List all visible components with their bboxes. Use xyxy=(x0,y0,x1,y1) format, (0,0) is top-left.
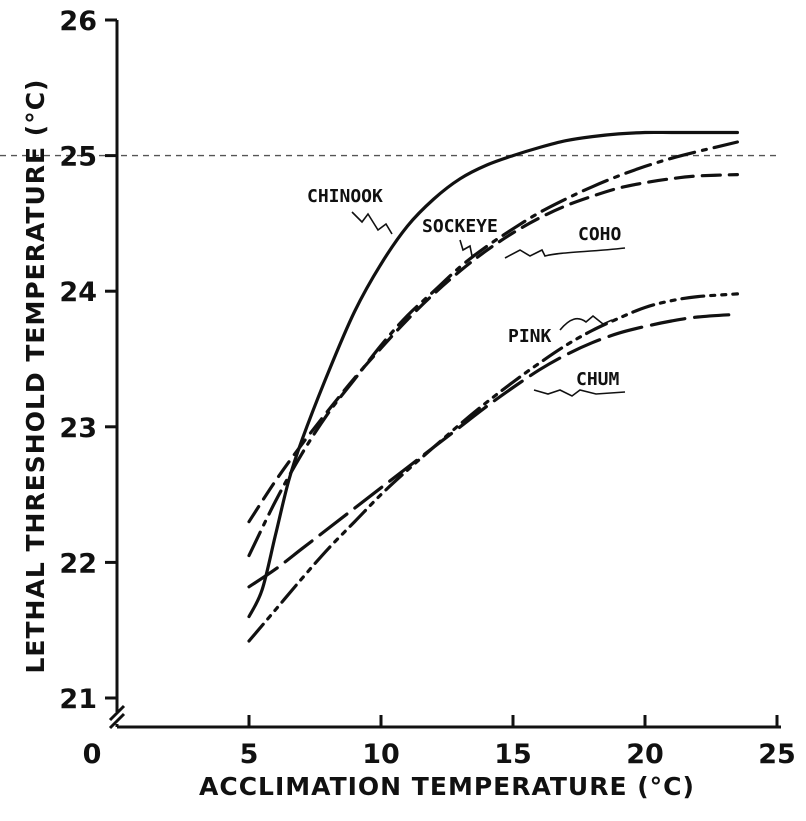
series-label-sockeye: SOCKEYE xyxy=(422,216,498,237)
plot-area xyxy=(0,20,781,730)
series-labels: CHINOOK SOCKEYE COHO PINK CHUM xyxy=(307,186,622,390)
y-tick-label: 23 xyxy=(59,413,97,444)
y-tick-label: 22 xyxy=(59,548,97,579)
y-tick-label: 26 xyxy=(59,6,97,37)
series-line-coho xyxy=(247,173,739,524)
x-axis-title: ACCLIMATION TEMPERATURE (°C) xyxy=(199,772,695,801)
y-axis-title: LETHAL THRESHOLD TEMPERATURE (°C) xyxy=(21,79,50,674)
series-label-chinook: CHINOOK xyxy=(307,186,383,207)
label-leaders xyxy=(351,211,626,397)
x-tick-label: 20 xyxy=(626,739,664,770)
series-label-coho: COHO xyxy=(578,224,622,245)
ticks: 21 22 23 24 25 26 0 5 10 15 20 25 xyxy=(59,6,795,770)
leader-chum xyxy=(533,389,626,397)
leader-sockeye xyxy=(459,239,479,258)
series-label-pink: PINK xyxy=(508,326,552,347)
y-tick-label: 25 xyxy=(59,142,97,173)
series-line-chum xyxy=(247,312,739,589)
x-tick-label: 5 xyxy=(240,739,259,770)
leader-pink xyxy=(559,314,613,331)
y-tick-label: 24 xyxy=(59,277,97,308)
y-axis-break-mark xyxy=(108,704,126,730)
series-lines xyxy=(247,130,739,643)
leader-coho xyxy=(504,247,626,259)
leader-chinook xyxy=(351,211,393,235)
series-line-pink xyxy=(247,292,739,643)
y-tick-label: 21 xyxy=(59,684,97,715)
x-tick-label: 15 xyxy=(494,739,532,770)
x-tick-label: 25 xyxy=(758,739,796,770)
x-tick-label: 10 xyxy=(362,739,400,770)
series-label-chum: CHUM xyxy=(576,369,620,390)
x-tick-label: 0 xyxy=(83,739,102,770)
series-line-sockeye xyxy=(247,140,739,558)
